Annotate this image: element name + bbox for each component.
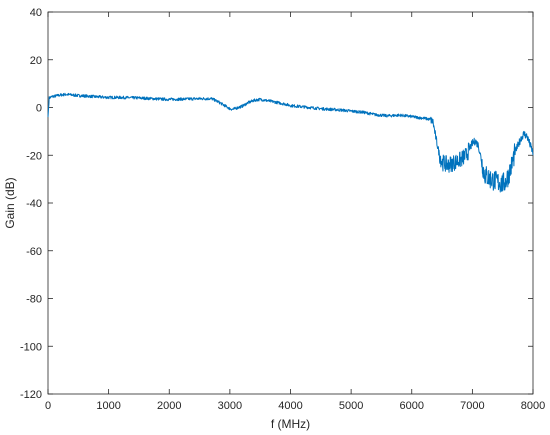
x-tick-label: 6000: [400, 400, 424, 412]
x-tick-label: 3000: [218, 400, 242, 412]
x-tick-label: 1000: [96, 400, 120, 412]
x-tick-label: 0: [45, 400, 51, 412]
y-tick-label: -40: [26, 198, 42, 210]
plot-frame: [47, 11, 534, 395]
series-line-0: [47, 92, 534, 193]
x-tick-label: 4000: [278, 400, 302, 412]
x-tick-label: 5000: [339, 400, 363, 412]
y-tick-label: -120: [20, 389, 42, 401]
x-tick-label: 2000: [157, 400, 181, 412]
y-tick-label: 0: [36, 103, 42, 115]
y-tick-label: -100: [20, 341, 42, 353]
y-axis-label: Gain (dB): [3, 177, 17, 228]
x-axis-label: f (MHz): [271, 417, 310, 431]
y-tick-label: 20: [30, 55, 42, 67]
y-tick-label: -80: [26, 294, 42, 306]
x-tick-label: 7000: [460, 400, 484, 412]
y-tick-label: -60: [26, 246, 42, 258]
y-tick-label: -20: [26, 150, 42, 162]
y-tick-label: 40: [30, 7, 42, 19]
x-tick-label: 8000: [521, 400, 545, 412]
